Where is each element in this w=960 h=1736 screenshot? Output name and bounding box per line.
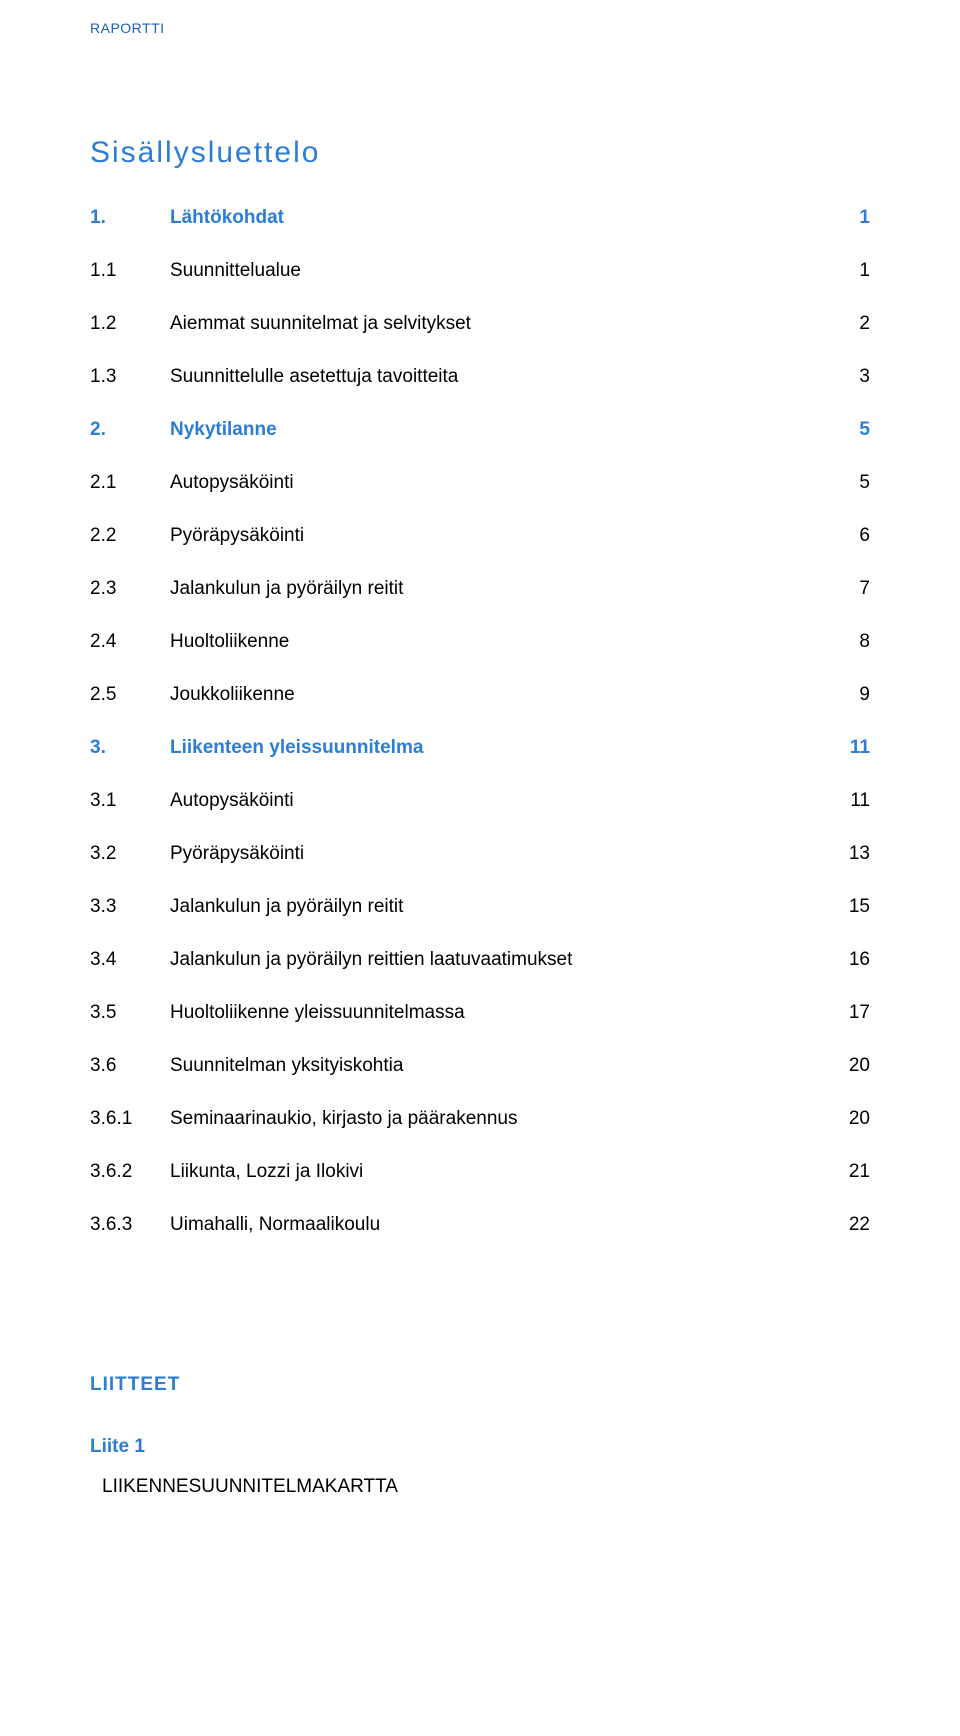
appendix-subtitle: Liite 1 <box>90 1436 870 1458</box>
toc-page: 1 <box>810 208 870 227</box>
appendix-title: LIITTEET <box>90 1374 870 1396</box>
toc-label: Jalankulun ja pyöräilyn reitit <box>170 897 810 916</box>
toc-page: 5 <box>810 473 870 492</box>
toc-number: 1. <box>90 208 170 227</box>
toc-label: Nykytilanne <box>170 420 810 439</box>
toc-page: 20 <box>810 1109 870 1128</box>
toc-row: 3. Liikenteen yleissuunnitelma 11 <box>90 738 870 757</box>
toc-row: 3.6.1 Seminaarinaukio, kirjasto ja päära… <box>90 1109 870 1128</box>
toc-row: 3.6 Suunnitelman yksityiskohtia 20 <box>90 1056 870 1075</box>
toc-page: 5 <box>810 420 870 439</box>
toc-page: 15 <box>810 897 870 916</box>
toc-page: 7 <box>810 579 870 598</box>
toc-page: 8 <box>810 632 870 651</box>
toc-label: Jalankulun ja pyöräilyn reitit <box>170 579 810 598</box>
appendix-section: LIITTEET Liite 1 LIIKENNESUUNNITELMAKART… <box>90 1374 870 1498</box>
toc-label: Jalankulun ja pyöräilyn reittien laatuva… <box>170 950 810 969</box>
toc-row: 2.2 Pyöräpysäköinti 6 <box>90 526 870 545</box>
toc-number: 3.6.1 <box>90 1109 170 1128</box>
toc-page: 21 <box>810 1162 870 1181</box>
toc-number: 1.3 <box>90 367 170 386</box>
toc-page: 1 <box>810 261 870 280</box>
toc-page: 16 <box>810 950 870 969</box>
toc-number: 3.6.3 <box>90 1215 170 1234</box>
toc-number: 2.2 <box>90 526 170 545</box>
appendix-item: LIIKENNESUUNNITELMAKARTTA <box>102 1476 870 1498</box>
toc-row: 2.1 Autopysäköinti 5 <box>90 473 870 492</box>
toc-row: 3.4 Jalankulun ja pyöräilyn reittien laa… <box>90 950 870 969</box>
page: RAPORTTI Sisällysluettelo 1. Lähtökohdat… <box>0 0 960 1736</box>
toc-number: 3.6 <box>90 1056 170 1075</box>
doc-type-label: RAPORTTI <box>90 20 870 36</box>
toc-row: 3.5 Huoltoliikenne yleissuunnitelmassa 1… <box>90 1003 870 1022</box>
toc-label: Suunnitelman yksityiskohtia <box>170 1056 810 1075</box>
toc-page: 6 <box>810 526 870 545</box>
toc-page: 22 <box>810 1215 870 1234</box>
toc-label: Pyöräpysäköinti <box>170 844 810 863</box>
toc-label: Joukkoliikenne <box>170 685 810 704</box>
toc-label: Pyöräpysäköinti <box>170 526 810 545</box>
toc-row: 3.2 Pyöräpysäköinti 13 <box>90 844 870 863</box>
toc-row: 2. Nykytilanne 5 <box>90 420 870 439</box>
toc-label: Liikenteen yleissuunnitelma <box>170 738 810 757</box>
toc-page: 11 <box>810 738 870 757</box>
toc-page: 17 <box>810 1003 870 1022</box>
toc-page: 11 <box>810 791 870 810</box>
toc-label: Suunnittelulle asetettuja tavoitteita <box>170 367 810 386</box>
toc-page: 20 <box>810 1056 870 1075</box>
toc-page: 13 <box>810 844 870 863</box>
toc-row: 1.1 Suunnittelualue 1 <box>90 261 870 280</box>
toc-label: Autopysäköinti <box>170 791 810 810</box>
toc-number: 2.4 <box>90 632 170 651</box>
toc-number: 3.6.2 <box>90 1162 170 1181</box>
toc-number: 2.5 <box>90 685 170 704</box>
toc-number: 2.3 <box>90 579 170 598</box>
toc-number: 1.2 <box>90 314 170 333</box>
toc-label: Suunnittelualue <box>170 261 810 280</box>
toc-number: 3.1 <box>90 791 170 810</box>
toc-number: 3.3 <box>90 897 170 916</box>
toc-label: Autopysäköinti <box>170 473 810 492</box>
toc-label: Seminaarinaukio, kirjasto ja päärakennus <box>170 1109 810 1128</box>
toc-page: 2 <box>810 314 870 333</box>
toc-label: Uimahalli, Normaalikoulu <box>170 1215 810 1234</box>
toc-row: 1. Lähtökohdat 1 <box>90 208 870 227</box>
toc-row: 1.3 Suunnittelulle asetettuja tavoitteit… <box>90 367 870 386</box>
toc-number: 3.4 <box>90 950 170 969</box>
toc-number: 3.5 <box>90 1003 170 1022</box>
toc-row: 3.6.3 Uimahalli, Normaalikoulu 22 <box>90 1215 870 1234</box>
table-of-contents: 1. Lähtökohdat 1 1.1 Suunnittelualue 1 1… <box>90 208 870 1234</box>
toc-number: 2. <box>90 420 170 439</box>
toc-row: 2.3 Jalankulun ja pyöräilyn reitit 7 <box>90 579 870 598</box>
toc-label: Huoltoliikenne <box>170 632 810 651</box>
toc-page: 9 <box>810 685 870 704</box>
toc-page: 3 <box>810 367 870 386</box>
toc-number: 3.2 <box>90 844 170 863</box>
toc-label: Aiemmat suunnitelmat ja selvitykset <box>170 314 810 333</box>
toc-number: 2.1 <box>90 473 170 492</box>
toc-row: 2.4 Huoltoliikenne 8 <box>90 632 870 651</box>
toc-number: 1.1 <box>90 261 170 280</box>
toc-row: 3.1 Autopysäköinti 11 <box>90 791 870 810</box>
toc-number: 3. <box>90 738 170 757</box>
toc-label: Liikunta, Lozzi ja Ilokivi <box>170 1162 810 1181</box>
toc-row: 1.2 Aiemmat suunnitelmat ja selvitykset … <box>90 314 870 333</box>
toc-label: Lähtökohdat <box>170 208 810 227</box>
toc-row: 3.3 Jalankulun ja pyöräilyn reitit 15 <box>90 897 870 916</box>
page-title: Sisällysluettelo <box>90 136 870 170</box>
toc-row: 3.6.2 Liikunta, Lozzi ja Ilokivi 21 <box>90 1162 870 1181</box>
toc-label: Huoltoliikenne yleissuunnitelmassa <box>170 1003 810 1022</box>
toc-row: 2.5 Joukkoliikenne 9 <box>90 685 870 704</box>
